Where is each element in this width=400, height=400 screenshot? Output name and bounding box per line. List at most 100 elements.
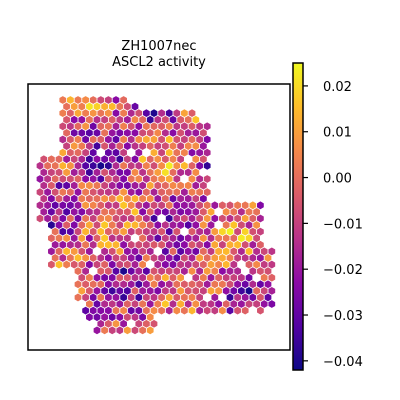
- tissue-spot: [108, 300, 116, 308]
- tissue-spot: [36, 201, 44, 210]
- tissue-spot: [253, 286, 260, 295]
- tissue-spot: [146, 234, 154, 243]
- tissue-spot: [78, 142, 86, 150]
- tissue-spot: [74, 135, 82, 144]
- tissue-spot: [86, 273, 93, 282]
- tissue-spot: [230, 207, 238, 216]
- tissue-spot: [93, 234, 101, 243]
- tissue-spot: [124, 168, 131, 177]
- tissue-spot: [120, 175, 127, 183]
- tissue-spot: [226, 267, 234, 276]
- tissue-spot: [93, 260, 101, 269]
- tissue-spot: [181, 240, 188, 249]
- tissue-spot: [89, 135, 97, 144]
- tissue-spot: [241, 293, 249, 302]
- tissue-spot: [257, 240, 264, 249]
- tissue-spot: [135, 175, 143, 183]
- tissue-spot: [196, 188, 203, 197]
- tissue-spot: [146, 300, 154, 308]
- tissue-spot: [127, 214, 135, 223]
- tissue-spot: [120, 214, 127, 223]
- tissue-spot: [154, 286, 162, 295]
- tissue-spot: [158, 254, 165, 262]
- tissue-spot: [215, 247, 222, 256]
- tissue-spot: [55, 207, 63, 216]
- tissue-spot: [162, 234, 169, 243]
- tissue-spot: [51, 201, 59, 210]
- tissue-spot: [219, 280, 226, 289]
- tissue-spot: [188, 109, 196, 118]
- tissue-spot: [165, 188, 173, 197]
- tissue-spot: [158, 175, 165, 183]
- tissue-spot: [188, 188, 196, 197]
- tissue-spot: [158, 109, 165, 118]
- tissue-spot: [143, 161, 150, 170]
- tissue-spot: [169, 168, 177, 177]
- tissue-spot: [97, 188, 105, 197]
- tissue-spot: [63, 194, 70, 203]
- tissue-spot: [135, 122, 143, 131]
- tissue-spot: [139, 273, 146, 282]
- tissue-spot: [188, 201, 196, 210]
- tissue-spot: [222, 247, 230, 256]
- tissue-spot: [59, 148, 67, 157]
- tissue-spot: [78, 286, 86, 295]
- tissue-spot: [116, 221, 124, 229]
- tissue-spot: [200, 273, 207, 282]
- tissue-spot: [120, 148, 127, 157]
- tissue-spot: [51, 227, 59, 236]
- tissue-spot: [97, 96, 105, 104]
- tissue-spot: [63, 260, 70, 269]
- tissue-spot: [116, 142, 124, 150]
- tissue-spot: [253, 207, 260, 216]
- tissue-spot: [78, 207, 86, 216]
- tissue-spot: [200, 142, 207, 150]
- tissue-spot: [143, 280, 150, 289]
- tissue-spot: [169, 260, 177, 269]
- tissue-spot: [226, 227, 234, 236]
- tissue-spot: [177, 168, 184, 177]
- tissue-spot: [116, 129, 124, 137]
- tissue-spot: [150, 109, 158, 118]
- tissue-spot: [249, 280, 257, 289]
- tissue-spot: [116, 273, 124, 282]
- tissue-spot: [162, 142, 169, 150]
- tissue-spot: [215, 234, 222, 243]
- tissue-spot: [234, 214, 241, 223]
- tissue-spot: [70, 129, 78, 137]
- tissue-spot: [82, 161, 89, 170]
- tissue-spot: [226, 306, 234, 315]
- tissue-spot: [116, 168, 124, 177]
- tissue-spot: [196, 227, 203, 236]
- tissue-spot: [89, 293, 97, 302]
- tissue-spot: [112, 306, 120, 315]
- tissue-spot: [112, 293, 120, 302]
- tissue-spot: [93, 129, 101, 137]
- tissue-spot: [101, 273, 108, 282]
- tissue-spot: [222, 221, 230, 229]
- tissue-spot: [184, 181, 192, 190]
- tissue-spot: [131, 247, 139, 256]
- chart-title-line-1: ZH1007nec: [121, 39, 196, 54]
- tissue-spot: [139, 194, 146, 203]
- tissue-spot: [158, 188, 165, 197]
- tissue-spot: [112, 227, 120, 236]
- tissue-spot: [112, 135, 120, 144]
- tissue-spot: [97, 293, 105, 302]
- tissue-spot: [181, 135, 188, 144]
- tissue-spot: [188, 267, 196, 276]
- tissue-spot: [82, 267, 89, 276]
- tissue-spot: [260, 247, 268, 256]
- tissue-spot: [70, 142, 78, 150]
- tissue-spot: [82, 148, 89, 157]
- tissue-spot: [249, 227, 257, 236]
- tissue-spot: [139, 129, 146, 137]
- tissue-spot: [124, 221, 131, 229]
- tissue-spot: [112, 148, 120, 157]
- tissue-spot: [184, 168, 192, 177]
- tissue-spot: [249, 267, 257, 276]
- tissue-spot: [89, 109, 97, 118]
- tissue-spot: [135, 148, 143, 157]
- tissue-spot: [234, 254, 241, 262]
- tissue-spot: [105, 293, 112, 302]
